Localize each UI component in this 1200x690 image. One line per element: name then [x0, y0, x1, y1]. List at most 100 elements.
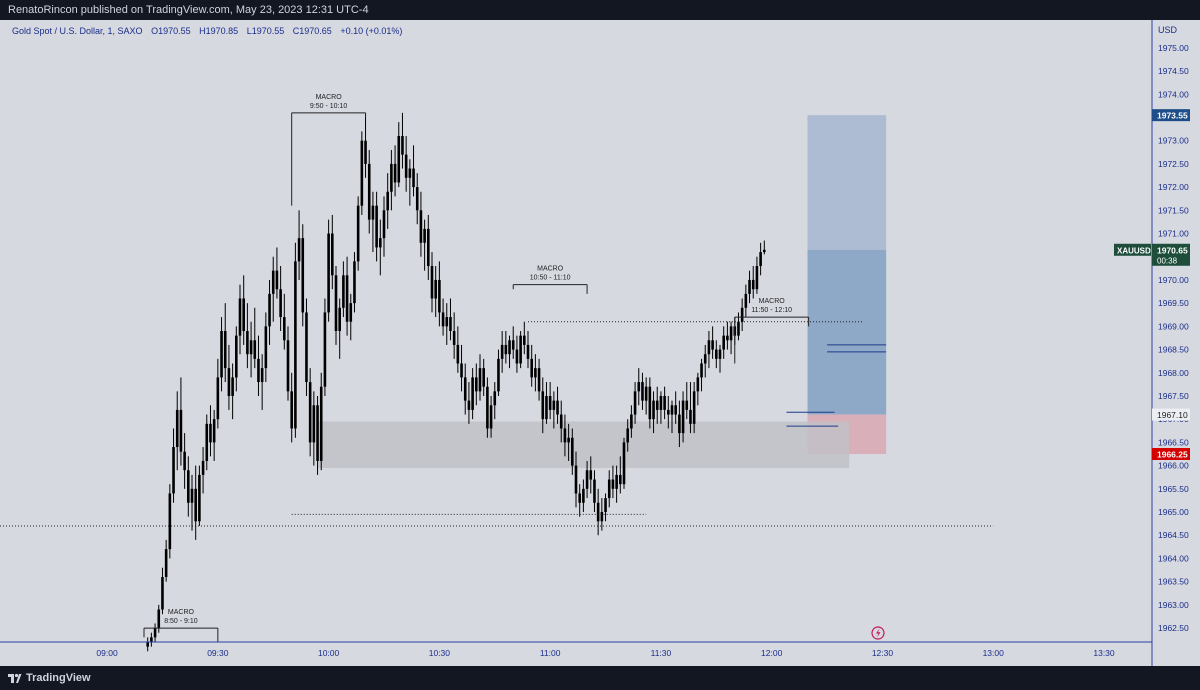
candle-body [626, 428, 629, 443]
target-zone [807, 115, 887, 250]
time-tick-label: 12:30 [872, 648, 894, 658]
candle-body [545, 395, 548, 420]
candle-body [593, 479, 596, 503]
price-tick-label: 1966.50 [1158, 437, 1189, 447]
candle-body [367, 163, 371, 220]
target-price-label: 1973.55 [1157, 111, 1188, 121]
candle-body [703, 354, 707, 364]
drawn-lines-layer [0, 321, 994, 527]
candle-body [205, 423, 209, 461]
candle-body [456, 344, 460, 364]
price-tick-label: 1971.00 [1158, 229, 1189, 239]
candle-body [323, 312, 327, 387]
candle-body [375, 205, 378, 248]
candle-body [700, 363, 703, 378]
candle-body [175, 409, 179, 448]
candle-body [349, 303, 353, 322]
candle-body [574, 465, 578, 494]
candle-body [726, 335, 729, 341]
price-tick-label: 1963.50 [1158, 577, 1189, 587]
position-zone [807, 249, 887, 415]
price-chart[interactable]: MACRO 8:50 - 9:10 MACRO 9:50 - 10:10 MACRO 10… [0, 20, 1200, 666]
candle-body [279, 289, 282, 318]
candle-body [404, 154, 408, 178]
candle-body [164, 549, 168, 578]
candle-body [748, 279, 751, 294]
candle-body [382, 210, 386, 239]
candle-body [633, 391, 637, 415]
candle-body [500, 344, 504, 359]
candle-body [740, 307, 744, 322]
candle-body [146, 642, 149, 647]
candle-body [641, 382, 644, 401]
legend-change: +0.10 (+0.01%) [340, 26, 402, 36]
candle-body [637, 382, 641, 392]
price-tick-label: 1962.50 [1158, 623, 1189, 633]
time-tick-label: 12:00 [761, 648, 783, 658]
candle-body [360, 140, 364, 206]
stop-price-label: 1966.25 [1157, 450, 1188, 460]
candle-body [663, 395, 666, 410]
candle-body [231, 377, 234, 396]
candle-body [475, 377, 478, 392]
candle-body [718, 349, 722, 359]
candle-body [153, 628, 157, 638]
candle-body [689, 409, 692, 424]
time-axis-ticks: 09:00 09:30 10:00 10:30 11:00 11:30 12:00 12:30… [96, 648, 1114, 658]
price-tick-label: 1974.00 [1158, 89, 1189, 99]
candle-body [161, 577, 164, 610]
price-tick-label: 1974.50 [1158, 66, 1189, 76]
candle-body [619, 474, 622, 485]
candle-body [696, 377, 700, 392]
legend-close: C1970.65 [293, 26, 332, 36]
candle-body [327, 233, 330, 313]
candle-body [386, 191, 389, 211]
candle-body [585, 470, 589, 489]
candle-body [482, 368, 485, 387]
candle-body [342, 275, 345, 308]
candle-body [364, 140, 367, 164]
price-tick-label: 1970.00 [1158, 275, 1189, 285]
stop-price-label-bg [1152, 448, 1190, 461]
candle-body [692, 391, 696, 424]
target-price-label-bg [1152, 109, 1190, 122]
price-tick-label: 1975.00 [1158, 43, 1189, 53]
candle-body [674, 405, 677, 415]
legend-high: H1970.85 [199, 26, 238, 36]
price-tick-label: 1963.00 [1158, 600, 1189, 610]
candle-body [257, 358, 260, 383]
candle-body [652, 400, 655, 420]
candle-body [331, 233, 334, 276]
macro-label: MACRO [537, 266, 564, 273]
time-tick-label: 11:00 [540, 648, 561, 658]
candle-body [319, 386, 323, 461]
candle-body [305, 312, 308, 383]
candle-body [460, 363, 463, 378]
price-tick-label: 1973.00 [1158, 136, 1189, 146]
candle-body [445, 317, 449, 327]
candle-body [297, 238, 301, 262]
candle-body [751, 279, 755, 290]
candle-body [526, 344, 530, 359]
candle-body [556, 400, 559, 415]
candle-body [678, 414, 681, 434]
candle-body [441, 312, 445, 327]
candle-body [763, 249, 766, 253]
candle-body [209, 423, 212, 443]
last-price-label-bg [1152, 243, 1190, 266]
countdown-label: 00:38 [1157, 256, 1178, 265]
candle-body [611, 479, 615, 489]
symbol-legend[interactable]: Gold Spot / U.S. Dollar, 1, SAXO O1970.5… [12, 26, 402, 36]
candle-body [227, 368, 231, 396]
macro-time-range: 8:50 - 9:10 [164, 618, 198, 625]
candle-body [655, 400, 659, 410]
candle-body [312, 405, 316, 443]
candle-body [168, 493, 172, 550]
candle-body [242, 298, 245, 331]
candle-body [415, 187, 419, 211]
candle-body [201, 460, 205, 475]
macro-label: MACRO [759, 298, 786, 305]
lightning-icon[interactable] [871, 626, 885, 640]
price-axis-panel[interactable] [1152, 20, 1200, 642]
price-tick-label: 1965.00 [1158, 507, 1189, 517]
